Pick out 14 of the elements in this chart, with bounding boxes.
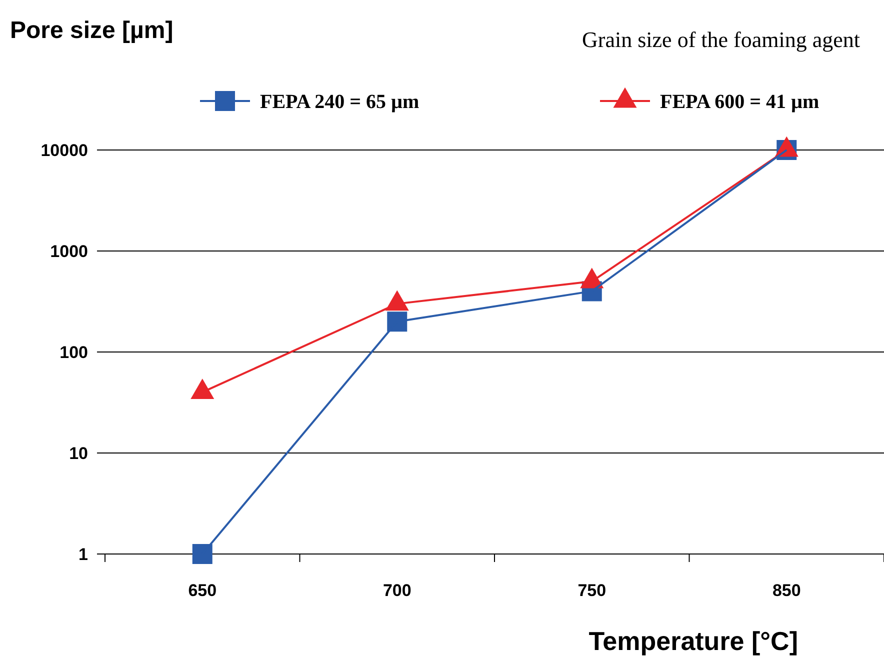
y-tick-label: 1 xyxy=(78,544,88,564)
x-axis-title: Temperature [°C] xyxy=(588,626,798,656)
x-tick-label: 700 xyxy=(382,581,412,600)
x-tick-label: 750 xyxy=(578,581,606,600)
y-tick-label: 1000 xyxy=(50,242,88,261)
legend-label: FEPA 240 = 65 µm xyxy=(260,91,420,113)
legend-title: Grain size of the foaming agent xyxy=(582,27,860,52)
y-tick-label: 100 xyxy=(60,342,88,362)
x-tick-label: 650 xyxy=(188,581,217,600)
x-tick-label: 850 xyxy=(772,581,801,600)
y-axis-title: Pore size [µm] xyxy=(10,17,174,44)
legend-label: FEPA 600 = 41 µm xyxy=(660,91,820,113)
y-tick-label: 10000 xyxy=(40,140,88,160)
y-tick-label: 10 xyxy=(69,444,88,463)
